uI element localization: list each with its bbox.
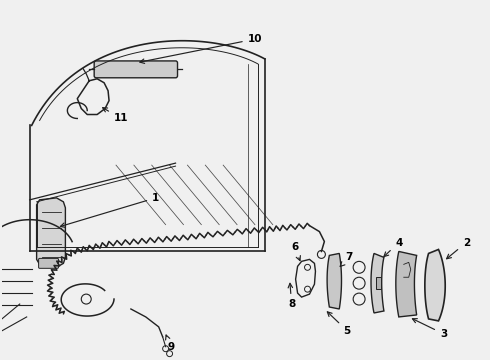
Text: 10: 10 [140, 34, 262, 63]
Polygon shape [37, 198, 65, 267]
Polygon shape [425, 249, 445, 321]
Text: 8: 8 [288, 283, 295, 309]
Text: 7: 7 [340, 252, 353, 266]
Polygon shape [327, 253, 342, 309]
Text: 4: 4 [384, 238, 402, 257]
Text: 3: 3 [413, 319, 447, 339]
Text: 2: 2 [446, 238, 470, 259]
Text: 11: 11 [103, 108, 128, 123]
Polygon shape [396, 251, 416, 317]
Text: 5: 5 [327, 312, 351, 336]
FancyBboxPatch shape [94, 61, 177, 78]
Text: 9: 9 [166, 335, 174, 352]
Polygon shape [371, 253, 384, 313]
Polygon shape [376, 277, 381, 289]
FancyBboxPatch shape [39, 258, 58, 268]
Text: 1: 1 [60, 193, 159, 227]
Text: 6: 6 [291, 243, 300, 261]
